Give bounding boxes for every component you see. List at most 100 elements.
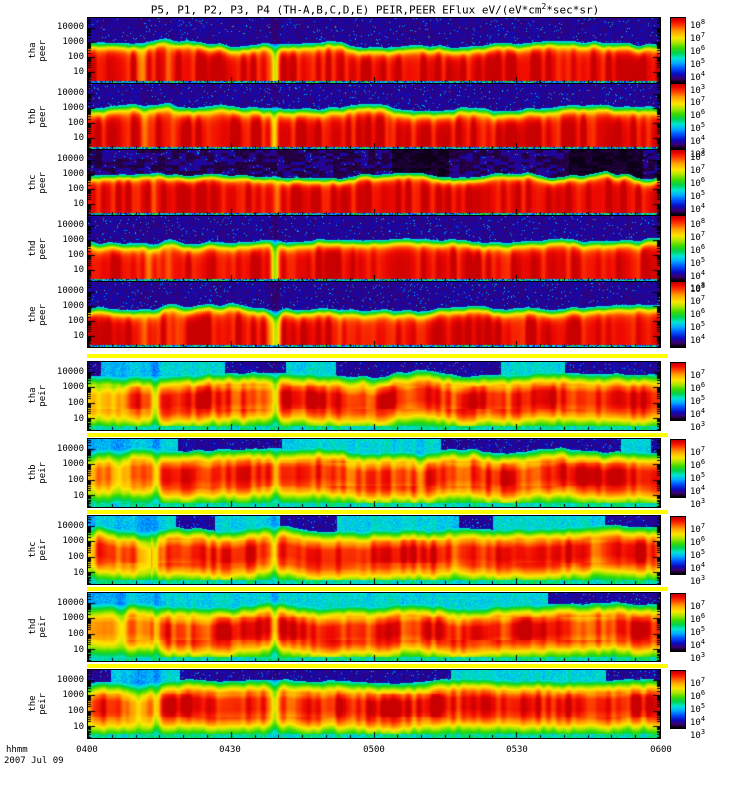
colorbar-tick-label: 103 bbox=[690, 728, 706, 741]
colorbar-tick-label: 108 bbox=[690, 18, 706, 31]
panel-thc-peer bbox=[87, 149, 661, 216]
y-tick-label: 100 bbox=[67, 706, 84, 716]
colorbar-tick-label: 106 bbox=[690, 535, 706, 548]
colorbar-tick-label: 104 bbox=[690, 333, 706, 346]
colorbar-tick-label: 103 bbox=[690, 147, 706, 160]
panel-tha-peir bbox=[87, 361, 661, 431]
panel-thb-peer bbox=[87, 83, 661, 150]
panel-thc-peir bbox=[87, 515, 661, 585]
spectrogram-canvas bbox=[88, 84, 660, 149]
colorbar-tick-label: 107 bbox=[690, 445, 706, 458]
colorbar-tick-label: 105 bbox=[690, 57, 706, 70]
colorbar-tick-label: 107 bbox=[690, 31, 706, 44]
colorbar-thb-peir bbox=[670, 439, 686, 498]
colorbar-tick-label: 104 bbox=[690, 715, 706, 728]
y-tick-label: 10000 bbox=[56, 22, 84, 32]
y-tick-label: 1000 bbox=[62, 37, 84, 47]
y-tick-label: 10000 bbox=[56, 286, 84, 296]
panel-thb-peir bbox=[87, 438, 661, 508]
colorbar-tick-label: 105 bbox=[690, 471, 706, 484]
plot-title-sup: 2 bbox=[541, 2, 547, 11]
plot-title-pre: P5, P1, P2, P3, P4 (TH-A,B,C,D,E) PEIR,P… bbox=[150, 3, 542, 17]
y-tick-label: 10 bbox=[73, 199, 84, 209]
colorbar-thd-peir bbox=[670, 593, 686, 652]
y-tick-label: 100 bbox=[67, 316, 84, 326]
colorbar-tick-label: 104 bbox=[690, 134, 706, 147]
colorbar-thb-peer bbox=[670, 83, 686, 150]
colorbar-canvas bbox=[671, 594, 685, 651]
y-tick-label: 100 bbox=[67, 184, 84, 194]
spectrogram-canvas bbox=[88, 439, 660, 507]
colorbar-tick-label: 107 bbox=[690, 230, 706, 243]
colorbar-tick-label: 104 bbox=[690, 70, 706, 83]
colorbar-tick-label: 106 bbox=[690, 44, 706, 57]
colorbar-tha-peir bbox=[670, 362, 686, 421]
colorbar-tick-label: 106 bbox=[690, 381, 706, 394]
spectrogram-canvas bbox=[88, 18, 660, 83]
spectrogram-canvas bbox=[88, 216, 660, 281]
colorbar-canvas bbox=[671, 671, 685, 728]
colorbar-tick-label: 103 bbox=[690, 497, 706, 510]
yellow-separator bbox=[87, 354, 668, 358]
yellow-separator bbox=[87, 587, 668, 591]
colorbar-tick-label: 104 bbox=[690, 561, 706, 574]
y-tick-label: 10 bbox=[73, 265, 84, 275]
colorbar-tick-label: 103 bbox=[690, 83, 706, 96]
y-tick-label: 1000 bbox=[62, 301, 84, 311]
colorbar-tick-label: 103 bbox=[690, 651, 706, 664]
date-label: 2007 Jul 09 bbox=[4, 756, 64, 766]
y-tick-label: 1000 bbox=[62, 235, 84, 245]
y-tick-label: 10000 bbox=[56, 367, 84, 377]
y-tick-label: 1000 bbox=[62, 690, 84, 700]
y-tick-label: 100 bbox=[67, 118, 84, 128]
colorbar-canvas bbox=[671, 84, 685, 149]
x-tick-label-0400: 0400 bbox=[76, 745, 98, 755]
y-tick-label: 1000 bbox=[62, 613, 84, 623]
colorbar-tick-label: 106 bbox=[690, 108, 706, 121]
colorbar-tick-label: 104 bbox=[690, 638, 706, 651]
colorbar-tick-label: 106 bbox=[690, 612, 706, 625]
y-tick-label: 100 bbox=[67, 475, 84, 485]
colorbar-tick-label: 103 bbox=[690, 420, 706, 433]
colorbar-thd-peer bbox=[670, 215, 686, 282]
colorbar-tick-label: 106 bbox=[690, 307, 706, 320]
colorbar-tick-label: 107 bbox=[690, 368, 706, 381]
y-tick-label: 10 bbox=[73, 568, 84, 578]
colorbar-tick-label: 105 bbox=[690, 320, 706, 333]
colorbar-tick-label: 108 bbox=[690, 150, 706, 163]
spectrogram-canvas bbox=[88, 150, 660, 215]
colorbar-tick-label: 107 bbox=[690, 294, 706, 307]
y-tick-label: 1000 bbox=[62, 536, 84, 546]
colorbar-tick-label: 108 bbox=[690, 217, 706, 230]
colorbar-canvas bbox=[671, 216, 685, 281]
colorbar-tick-label: 104 bbox=[690, 407, 706, 420]
spectrogram-canvas bbox=[88, 593, 660, 661]
y-tick-label: 10000 bbox=[56, 444, 84, 454]
colorbar-tick-label: 105 bbox=[690, 256, 706, 269]
colorbar-tick-label: 106 bbox=[690, 689, 706, 702]
y-tick-label: 10 bbox=[73, 645, 84, 655]
y-tick-label: 10 bbox=[73, 331, 84, 341]
y-tick-label: 10000 bbox=[56, 220, 84, 230]
colorbar-tick-label: 105 bbox=[690, 189, 706, 202]
colorbar-tick-label: 105 bbox=[690, 702, 706, 715]
colorbar-tick-label: 106 bbox=[690, 243, 706, 256]
colorbar-tick-label: 105 bbox=[690, 548, 706, 561]
colorbar-tick-label: 104 bbox=[690, 484, 706, 497]
spectrogram-canvas bbox=[88, 516, 660, 584]
y-tick-label: 10 bbox=[73, 133, 84, 143]
y-tick-label: 100 bbox=[67, 552, 84, 562]
plot-title: P5, P1, P2, P3, P4 (TH-A,B,C,D,E) PEIR,P… bbox=[60, 2, 690, 17]
panel-the-peir bbox=[87, 669, 661, 739]
y-tick-label: 10000 bbox=[56, 598, 84, 608]
colorbar-tick-label: 107 bbox=[690, 95, 706, 108]
x-axis-format-label: hhmm bbox=[6, 745, 28, 755]
colorbar-the-peer bbox=[670, 281, 686, 348]
plot-title-post: *sec*sr) bbox=[546, 3, 600, 17]
colorbar-canvas bbox=[671, 517, 685, 574]
colorbar-tick-label: 108 bbox=[690, 281, 706, 294]
colorbar-tick-label: 103 bbox=[690, 574, 706, 587]
y-tick-label: 10 bbox=[73, 722, 84, 732]
x-tick-label-0530: 0530 bbox=[506, 745, 528, 755]
colorbar-tick-label: 103 bbox=[690, 282, 706, 295]
